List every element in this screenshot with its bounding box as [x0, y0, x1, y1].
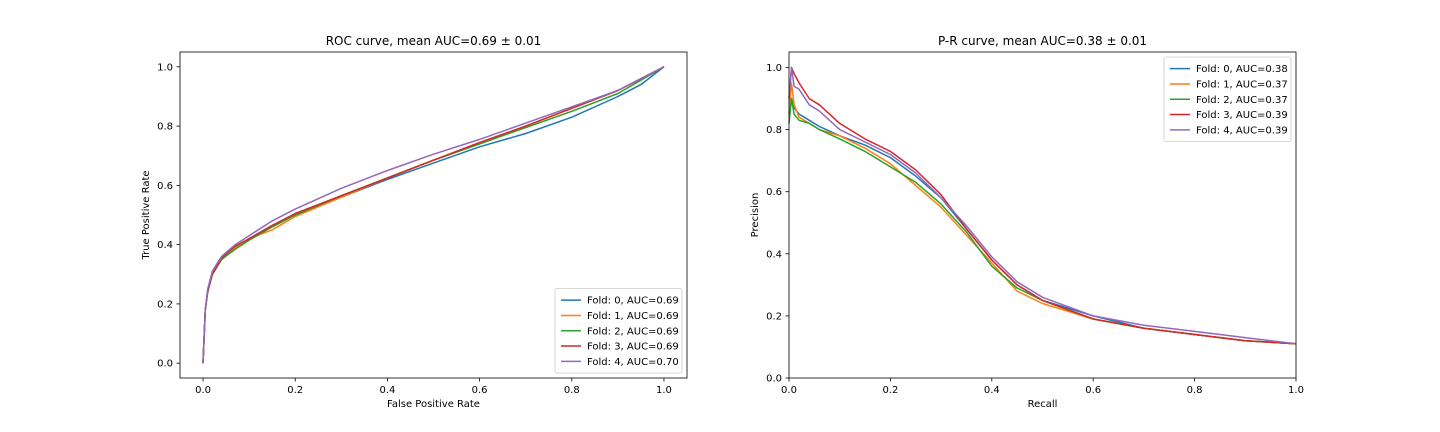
pr-legend-box	[1163, 56, 1292, 142]
roc-x-tick-label: 0.6	[472, 385, 488, 396]
roc-chart: 0.0 0.2 0.4 0.6 0.8 1.0 0.0 0.2 0.4 0.6 0.8 1.0 ROC …	[141, 34, 688, 410]
pr-chart-title: P-R curve, mean AUC=0.38 ± 0.01	[938, 34, 1147, 48]
pr-series-line-3	[788, 66, 1297, 345]
roc-x-tick-label: 0.4	[379, 385, 395, 396]
pr-series-line-4	[788, 66, 1297, 345]
pr-legend-label-1: Fold: 1, AUC=0.37	[1196, 79, 1288, 90]
pr-legend: Fold: 0, AUC=0.38 Fold: 1, AUC=0.37 Fold: …	[1163, 56, 1292, 142]
pr-y-tick-label: 0.2	[766, 311, 782, 322]
roc-y-tick-label: 0.4	[157, 240, 173, 251]
roc-x-axis-label: False Positive Rate	[387, 399, 480, 410]
roc-y-tick-label: 0.6	[157, 181, 173, 192]
pr-x-tick-label: 0.8	[1187, 385, 1203, 396]
roc-series-line-4	[202, 66, 665, 364]
pr-legend-label-4: Fold: 4, AUC=0.39	[1196, 125, 1288, 136]
roc-y-tick-label: 0.2	[157, 299, 173, 310]
pr-y-tick-label: 0.8	[766, 125, 782, 136]
roc-legend-label-2: Fold: 2, AUC=0.69	[587, 326, 679, 337]
pr-y-axis-label: Precision	[750, 193, 761, 238]
roc-legend-label-3: Fold: 3, AUC=0.69	[587, 342, 679, 353]
pr-legend-label-2: Fold: 2, AUC=0.37	[1196, 95, 1288, 106]
roc-x-tick-label: 0.2	[287, 385, 303, 396]
pr-x-tick-label: 0.0	[781, 385, 797, 396]
pr-chart: 0.0 0.2 0.4 0.6 0.8 1.0 0.0 0.2 0.4 0.6 0.8 1.0 P-R …	[750, 34, 1304, 410]
pr-legend-label-3: Fold: 3, AUC=0.39	[1196, 110, 1288, 121]
roc-legend-label-0: Fold: 0, AUC=0.69	[587, 296, 679, 307]
pr-y-tick-label: 0.6	[766, 187, 782, 198]
pr-x-tick-label: 0.4	[984, 385, 1000, 396]
roc-y-tick-label: 1.0	[157, 62, 173, 73]
roc-y-axis-label: True Positive Rate	[141, 170, 152, 260]
roc-legend: Fold: 0, AUC=0.69 Fold: 1, AUC=0.69 Fold: …	[554, 288, 683, 374]
pr-x-tick-label: 1.0	[1288, 385, 1304, 396]
pr-y-tick-label: 0.0	[766, 374, 782, 385]
roc-y-tick-label: 0.0	[157, 359, 173, 370]
roc-x-tick-label: 0.0	[195, 385, 211, 396]
pr-x-tick-label: 0.6	[1085, 385, 1101, 396]
pr-y-tick-label: 1.0	[766, 63, 782, 74]
roc-x-tick-label: 0.8	[564, 385, 580, 396]
roc-axes-frame	[179, 51, 688, 379]
roc-x-tick-label: 1.0	[656, 385, 672, 396]
roc-y-tick-label: 0.8	[157, 122, 173, 133]
pr-axes-frame	[788, 51, 1297, 379]
pr-legend-label-0: Fold: 0, AUC=0.38	[1196, 64, 1288, 75]
roc-chart-title: ROC curve, mean AUC=0.69 ± 0.01	[326, 34, 542, 48]
roc-legend-box	[554, 288, 683, 374]
roc-legend-label-1: Fold: 1, AUC=0.69	[587, 311, 679, 322]
roc-legend-label-4: Fold: 4, AUC=0.70	[587, 357, 679, 368]
pr-x-tick-label: 0.2	[882, 385, 898, 396]
pr-y-tick-label: 0.4	[766, 249, 782, 260]
pr-x-axis-label: Recall	[1028, 399, 1058, 410]
